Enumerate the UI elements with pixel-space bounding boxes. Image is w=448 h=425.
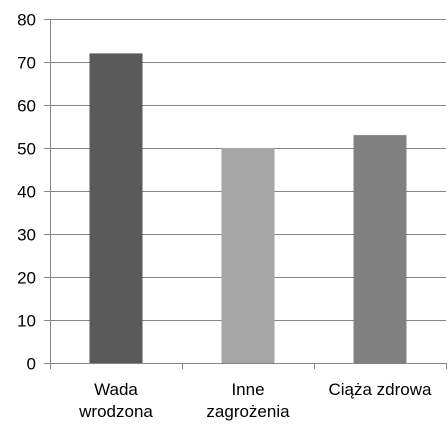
axes <box>44 19 447 369</box>
y-tick-label-20: 20 <box>17 269 36 288</box>
y-tick-label-80: 80 <box>17 11 36 30</box>
x-category-label-2: Inne zagrożenia <box>206 380 290 421</box>
x-category-label-line: Ciąża zdrowa <box>329 380 433 399</box>
x-category-label-3: Ciąża zdrowa <box>329 380 433 399</box>
y-tick-label-50: 50 <box>17 140 36 159</box>
x-category-label-line: Wada <box>94 380 138 399</box>
y-tick-label-70: 70 <box>17 54 36 73</box>
y-axis-tick-labels: 0 10 20 30 40 50 60 70 80 <box>17 11 36 374</box>
bar-2 <box>221 148 275 363</box>
y-tick-label-40: 40 <box>17 183 36 202</box>
bar-1 <box>89 53 143 364</box>
y-tick-label-0: 0 <box>27 355 36 374</box>
x-category-label-line: zagrożenia <box>206 402 290 421</box>
x-category-label-line: Inne <box>231 380 264 399</box>
y-tick-label-60: 60 <box>17 97 36 116</box>
x-category-label-1: Wada wrodzona <box>78 380 153 421</box>
y-tick-label-10: 10 <box>17 312 36 331</box>
x-axis-category-labels: Wada wrodzona Inne zagrożenia Ciąża zdrowa <box>78 380 432 421</box>
bars <box>89 53 407 364</box>
bar-3 <box>353 135 407 363</box>
x-category-label-line: wrodzona <box>78 402 153 421</box>
y-tick-label-30: 30 <box>17 226 36 245</box>
